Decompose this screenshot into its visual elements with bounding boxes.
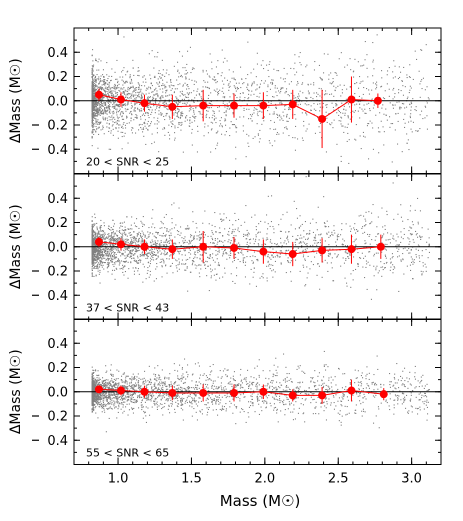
binned-point xyxy=(379,390,388,399)
y-axis-label: ΔMass (M☉) xyxy=(8,58,24,143)
binned-point xyxy=(347,245,356,254)
y-axis-label: ΔMass (M☉) xyxy=(8,204,24,289)
y-tick-label: 0.2 xyxy=(47,70,68,85)
y-tick-label: 0.2 xyxy=(47,410,68,425)
y-tick-label: 0.2 xyxy=(47,361,68,376)
binned-point xyxy=(168,102,177,111)
scatter-cloud xyxy=(91,176,430,300)
binned-point xyxy=(318,246,327,255)
binned-point xyxy=(259,247,268,256)
x-tick-label: 3.0 xyxy=(401,472,422,487)
y-tick-label: 0.0 xyxy=(47,240,68,255)
binned-point xyxy=(318,114,327,123)
binned-point xyxy=(288,391,297,400)
binned-point xyxy=(94,237,103,246)
binned-point xyxy=(230,388,239,397)
y-axis: 0.4 0.2 0.0 0.2 0.4 xyxy=(32,318,441,465)
x-axis xyxy=(88,28,427,174)
y-tick-label: 0.0 xyxy=(47,94,68,109)
binned-point xyxy=(373,96,382,105)
panel-1: 0.4 0.2 0.0 0.2 0.4 ΔMass (M☉) 20 < SNR < 25 xyxy=(8,27,442,174)
x-axis xyxy=(88,174,427,320)
x-tick-label: 1.0 xyxy=(108,472,129,487)
binned-series xyxy=(94,379,388,404)
binned-series xyxy=(94,230,385,267)
snr-annotation: 37 < SNR < 43 xyxy=(86,302,169,315)
y-tick-label: 0.2 xyxy=(47,265,68,280)
y-tick-label: 0.4 xyxy=(47,434,68,449)
x-tick-label: 2.5 xyxy=(328,472,349,487)
y-tick-label: 0.4 xyxy=(47,289,68,304)
binned-point xyxy=(259,387,268,396)
panel-2: 0.4 0.2 0.0 0.2 0.4 ΔMass (M☉) 37 < SNR < 43 xyxy=(8,173,442,320)
binned-point xyxy=(140,99,149,108)
binned-point xyxy=(288,100,297,109)
scatter-cloud xyxy=(91,31,430,174)
binned-point xyxy=(140,242,149,251)
x-axis-label: Mass (M☉) xyxy=(220,492,301,510)
y-tick-label: 0.4 xyxy=(47,46,68,61)
y-axis: 0.4 0.2 0.0 0.2 0.4 xyxy=(32,173,441,320)
binned-point xyxy=(199,242,208,251)
binned-point xyxy=(94,90,103,99)
binned-point xyxy=(199,388,208,397)
y-axis-label: ΔMass (M☉) xyxy=(8,349,24,434)
binned-point xyxy=(94,385,103,394)
snr-annotation: 20 < SNR < 25 xyxy=(86,156,169,169)
x-tick-label: 2.0 xyxy=(254,472,275,487)
x-tick-label: 1.5 xyxy=(181,472,202,487)
binned-point xyxy=(347,386,356,395)
binned-point xyxy=(230,243,239,252)
y-tick-label: 0.4 xyxy=(47,143,68,158)
binned-point xyxy=(168,245,177,254)
binned-point xyxy=(376,242,385,251)
y-tick-label: 0.2 xyxy=(47,119,68,134)
y-tick-label: 0.4 xyxy=(47,192,68,207)
panel-3: 0.4 0.2 0.0 0.2 0.4 1.0 1.5 2.0 2.5 3.0 ΔMass (M☉)… xyxy=(8,318,442,487)
binned-point xyxy=(347,95,356,104)
snr-annotation: 55 < SNR < 65 xyxy=(86,447,169,460)
binned-line xyxy=(98,94,378,120)
binned-point xyxy=(116,95,125,104)
y-axis: 0.4 0.2 0.0 0.2 0.4 xyxy=(32,27,441,174)
binned-point xyxy=(140,387,149,396)
binned-point xyxy=(318,391,327,400)
binned-point xyxy=(168,388,177,397)
y-tick-label: 0.2 xyxy=(47,216,68,231)
binned-point xyxy=(259,101,268,110)
binned-point xyxy=(230,101,239,110)
y-tick-label: 0.0 xyxy=(47,385,68,400)
binned-series xyxy=(94,76,382,149)
y-tick-label: 0.4 xyxy=(47,337,68,352)
binned-point xyxy=(116,386,125,395)
binned-point xyxy=(116,240,125,249)
binned-point xyxy=(288,250,297,259)
x-axis: 1.0 1.5 2.0 2.5 3.0 xyxy=(88,319,427,487)
binned-point xyxy=(199,101,208,110)
